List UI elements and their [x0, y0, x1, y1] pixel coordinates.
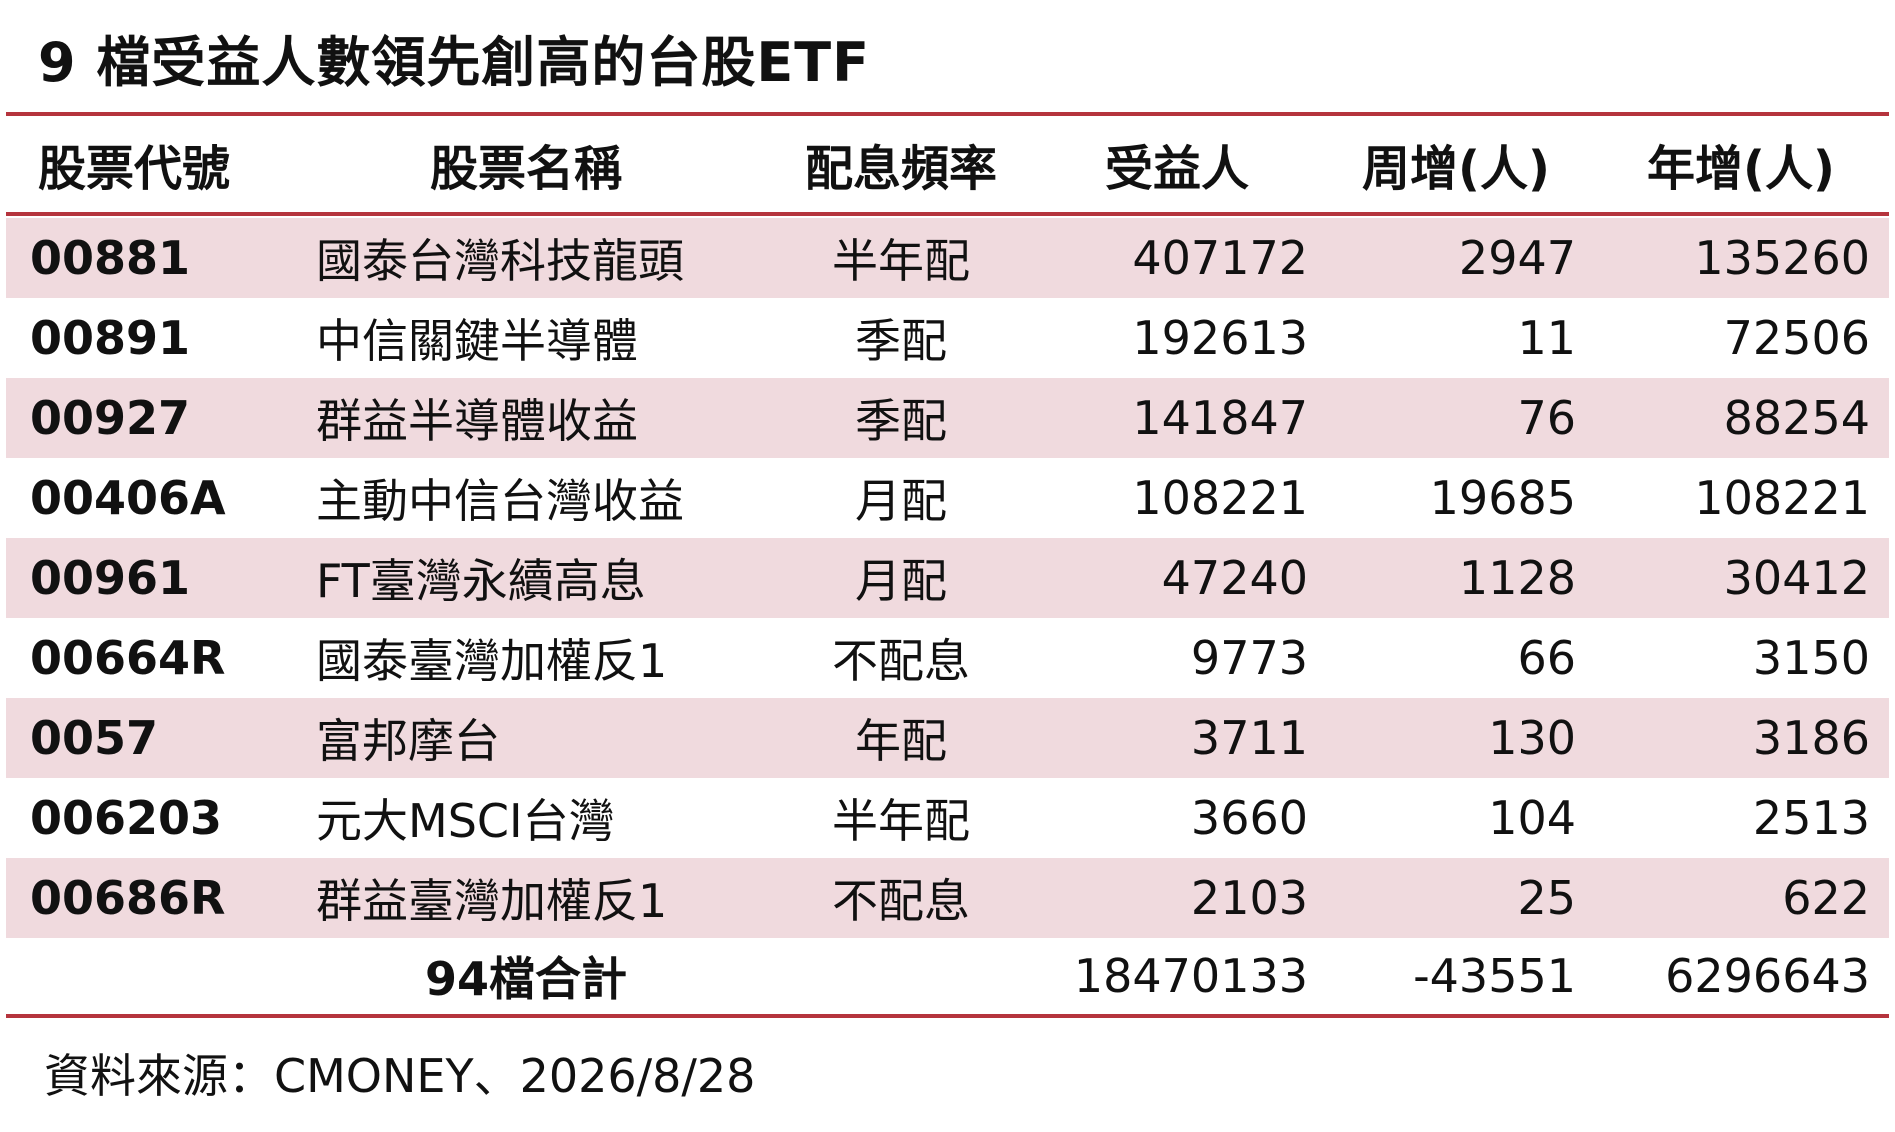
cell-frequency: 半年配	[832, 234, 970, 288]
cell-name: 國泰台灣科技龍頭	[316, 234, 684, 288]
cell-frequency: 季配	[855, 394, 947, 448]
cell-weekly: 104	[1488, 791, 1576, 845]
table-row: 00406A 主動中信台灣收益 月配 108221 19685 108221	[6, 458, 1889, 538]
cell-yearly: 3186	[1752, 711, 1870, 765]
page-title: 9 檔受益人數領先創高的台股ETF	[38, 31, 870, 94]
cell-weekly: 66	[1517, 631, 1576, 685]
cell-frequency: 月配	[855, 554, 947, 608]
source-note: 資料來源：CMONEY、2026/8/28	[44, 1049, 756, 1103]
cell-weekly: 76	[1517, 391, 1576, 445]
cell-yearly: 108221	[1694, 471, 1870, 525]
cell-code: 00686R	[30, 871, 226, 925]
cell-weekly: 130	[1488, 711, 1576, 765]
header-frequency: 配息頻率	[804, 141, 997, 197]
cell-frequency: 半年配	[832, 794, 970, 848]
cell-frequency: 年配	[855, 714, 947, 768]
cell-name: FT臺灣永續高息	[316, 554, 646, 608]
cell-name: 中信關鍵半導體	[316, 314, 638, 368]
table-row: 00961 FT臺灣永續高息 月配 47240 1128 30412	[6, 538, 1889, 618]
cell-yearly: 3150	[1752, 631, 1870, 685]
cell-name: 群益半導體收益	[316, 394, 638, 448]
table-header: 股票代號 股票名稱 配息頻率 受益人 周增(人) 年增(人)	[6, 118, 1889, 210]
table-bottom-rule	[6, 1014, 1889, 1018]
cell-code: 00406A	[30, 471, 226, 525]
cell-code: 00961	[30, 551, 191, 605]
table-row: 006203 元大MSCI台灣 半年配 3660 104 2513	[6, 778, 1889, 858]
cell-holders: 2103	[1190, 871, 1308, 925]
table-row: 00881 國泰台灣科技龍頭 半年配 407172 2947 135260	[6, 218, 1889, 298]
cell-holders: 108221	[1132, 471, 1308, 525]
cell-code: 00891	[30, 311, 191, 365]
cell-frequency: 季配	[855, 314, 947, 368]
cell-name: 元大MSCI台灣	[316, 794, 615, 848]
table-total-row: 94檔合計 18470133 -43551 6296643	[6, 940, 1889, 1012]
table-row: 00664R 國泰臺灣加權反1 不配息 9773 66 3150	[6, 618, 1889, 698]
total-label: 94檔合計	[424, 952, 627, 1006]
cell-holders: 9773	[1190, 631, 1308, 685]
cell-yearly: 135260	[1694, 231, 1870, 285]
cell-holders: 3660	[1190, 791, 1308, 845]
cell-holders: 141847	[1132, 391, 1308, 445]
cell-name: 主動中信台灣收益	[316, 474, 684, 528]
cell-name: 富邦摩台	[316, 714, 500, 768]
cell-holders: 192613	[1132, 311, 1308, 365]
cell-code: 00664R	[30, 631, 226, 685]
cell-holders: 3711	[1190, 711, 1308, 765]
table-row: 00927 群益半導體收益 季配 141847 76 88254	[6, 378, 1889, 458]
cell-code: 00927	[30, 391, 191, 445]
cell-code: 00881	[30, 231, 191, 285]
table-header-rule	[6, 212, 1889, 216]
total-yearly: 6296643	[1665, 949, 1870, 1003]
header-name: 股票名稱	[429, 141, 622, 197]
header-holders: 受益人	[1104, 141, 1249, 197]
table-row: 00891 中信關鍵半導體 季配 192613 11 72506	[6, 298, 1889, 378]
cell-frequency: 月配	[855, 474, 947, 528]
cell-weekly: 25	[1517, 871, 1576, 925]
cell-yearly: 30412	[1723, 551, 1870, 605]
cell-weekly: 11	[1517, 311, 1576, 365]
header-code: 股票代號	[38, 141, 231, 197]
total-holders: 18470133	[1073, 949, 1308, 1003]
cell-code: 006203	[30, 791, 223, 845]
cell-yearly: 88254	[1723, 391, 1870, 445]
total-weekly: -43551	[1413, 949, 1576, 1003]
table-row: 0057 富邦摩台 年配 3711 130 3186	[6, 698, 1889, 778]
cell-yearly: 2513	[1752, 791, 1870, 845]
cell-name: 群益臺灣加權反1	[316, 874, 668, 928]
table-row: 00686R 群益臺灣加權反1 不配息 2103 25 622	[6, 858, 1889, 938]
cell-yearly: 622	[1782, 871, 1870, 925]
cell-frequency: 不配息	[832, 634, 970, 688]
cell-code: 0057	[30, 711, 159, 765]
cell-frequency: 不配息	[832, 874, 970, 928]
cell-name: 國泰臺灣加權反1	[316, 634, 668, 688]
cell-yearly: 72506	[1723, 311, 1870, 365]
header-yearly: 年增(人)	[1647, 141, 1835, 197]
table-top-rule	[6, 112, 1889, 116]
header-weekly: 周增(人)	[1362, 141, 1550, 197]
cell-holders: 47240	[1161, 551, 1308, 605]
cell-holders: 407172	[1132, 231, 1308, 285]
cell-weekly: 1128	[1458, 551, 1576, 605]
cell-weekly: 19685	[1429, 471, 1576, 525]
cell-weekly: 2947	[1458, 231, 1576, 285]
